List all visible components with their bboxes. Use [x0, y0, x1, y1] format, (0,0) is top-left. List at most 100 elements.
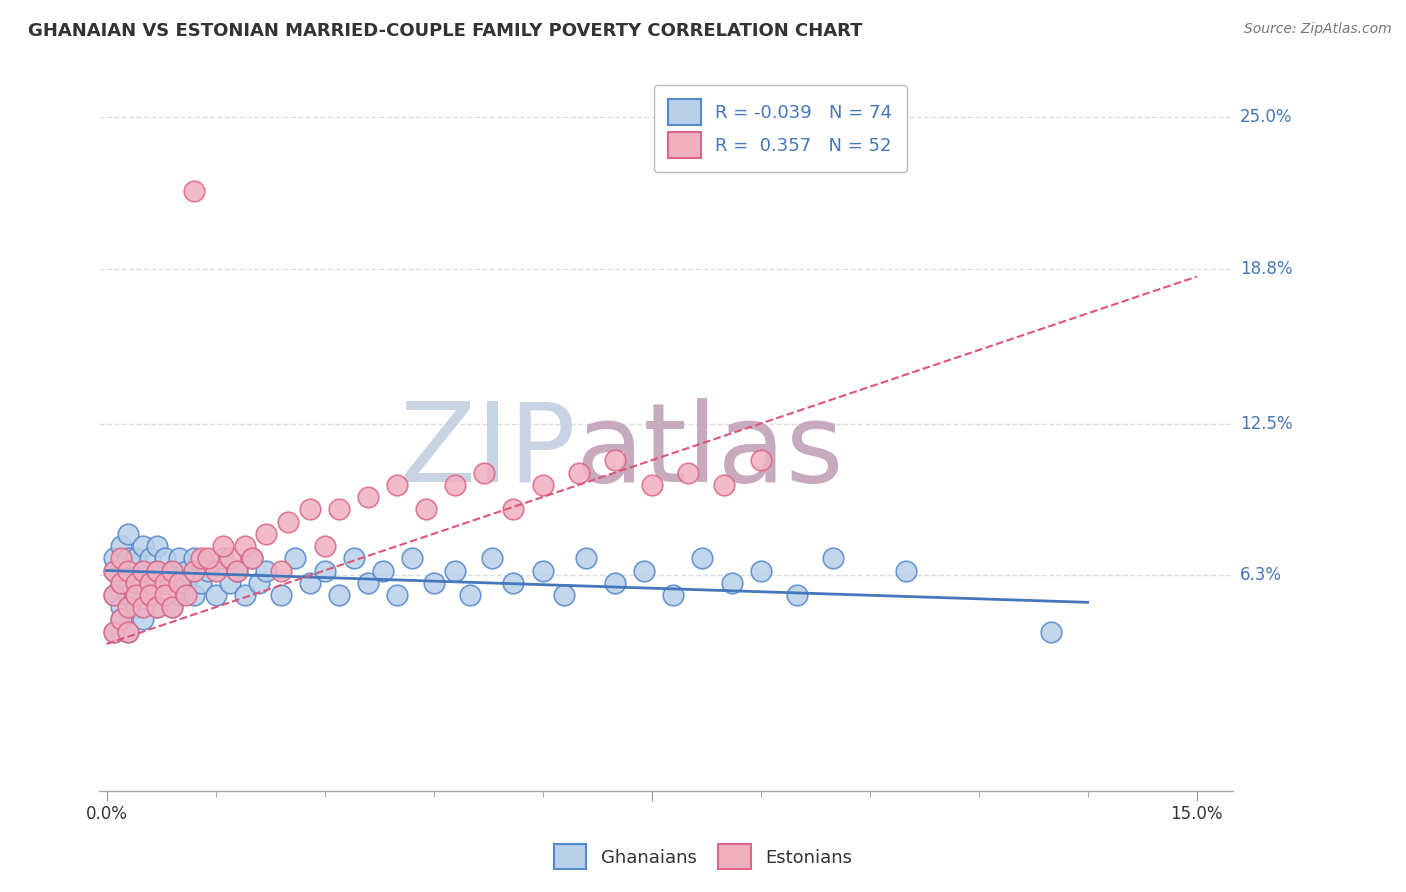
Point: [357, 575, 380, 590]
Point: [692, 551, 714, 566]
Point: [153, 575, 176, 590]
Point: [749, 564, 772, 578]
Point: [568, 466, 591, 480]
Point: [284, 551, 307, 566]
Point: [502, 502, 524, 516]
Text: GHANAIAN VS ESTONIAN MARRIED-COUPLE FAMILY POVERTY CORRELATION CHART: GHANAIAN VS ESTONIAN MARRIED-COUPLE FAMI…: [28, 22, 863, 40]
Point: [371, 564, 394, 578]
Point: [197, 564, 219, 578]
Point: [357, 490, 380, 504]
Point: [117, 526, 139, 541]
Point: [640, 478, 662, 492]
Point: [226, 564, 249, 578]
Point: [139, 588, 162, 602]
Point: [531, 564, 554, 578]
Point: [132, 564, 155, 578]
Point: [219, 575, 242, 590]
Point: [328, 588, 350, 602]
Point: [190, 551, 212, 566]
Point: [298, 502, 321, 516]
Point: [103, 588, 125, 602]
Point: [415, 502, 437, 516]
Point: [110, 600, 132, 615]
Point: [139, 588, 162, 602]
Point: [240, 551, 263, 566]
Point: [786, 588, 808, 602]
Point: [110, 575, 132, 590]
Point: [749, 453, 772, 467]
Point: [160, 564, 183, 578]
Point: [103, 624, 125, 639]
Point: [167, 575, 190, 590]
Point: [204, 588, 226, 602]
Point: [211, 551, 233, 566]
Point: [387, 478, 409, 492]
Point: [720, 575, 742, 590]
Point: [117, 564, 139, 578]
Point: [633, 564, 655, 578]
Point: [160, 564, 183, 578]
Point: [247, 575, 270, 590]
Point: [183, 551, 205, 566]
Point: [110, 612, 132, 626]
Point: [146, 600, 169, 615]
Point: [444, 564, 467, 578]
Point: [110, 539, 132, 553]
Point: [713, 478, 735, 492]
Point: [110, 551, 132, 566]
Point: [139, 551, 162, 566]
Point: [553, 588, 575, 602]
Point: [823, 551, 845, 566]
Point: [103, 564, 125, 578]
Point: [458, 588, 481, 602]
Point: [160, 600, 183, 615]
Point: [167, 551, 190, 566]
Point: [277, 515, 299, 529]
Point: [270, 588, 292, 602]
Point: [132, 564, 155, 578]
Point: [103, 624, 125, 639]
Point: [132, 612, 155, 626]
Point: [502, 575, 524, 590]
Point: [401, 551, 423, 566]
Point: [146, 564, 169, 578]
Legend: R = -0.039   N = 74, R =  0.357   N = 52: R = -0.039 N = 74, R = 0.357 N = 52: [654, 85, 907, 172]
Point: [103, 588, 125, 602]
Point: [219, 551, 242, 566]
Point: [1040, 624, 1063, 639]
Point: [139, 575, 162, 590]
Point: [605, 575, 627, 590]
Point: [160, 600, 183, 615]
Point: [117, 588, 139, 602]
Point: [183, 588, 205, 602]
Point: [298, 575, 321, 590]
Point: [204, 564, 226, 578]
Point: [124, 551, 146, 566]
Point: [176, 575, 198, 590]
Point: [132, 539, 155, 553]
Point: [328, 502, 350, 516]
Legend: Ghanaians, Estonians: Ghanaians, Estonians: [544, 835, 862, 879]
Point: [117, 624, 139, 639]
Point: [211, 539, 233, 553]
Point: [314, 539, 336, 553]
Point: [233, 588, 256, 602]
Point: [103, 564, 125, 578]
Text: 12.5%: 12.5%: [1240, 415, 1294, 433]
Point: [124, 588, 146, 602]
Point: [531, 478, 554, 492]
Point: [343, 551, 366, 566]
Point: [146, 539, 169, 553]
Point: [422, 575, 444, 590]
Point: [190, 575, 212, 590]
Point: [153, 551, 176, 566]
Text: 6.3%: 6.3%: [1240, 566, 1282, 584]
Point: [132, 600, 155, 615]
Point: [139, 575, 162, 590]
Point: [662, 588, 685, 602]
Point: [444, 478, 467, 492]
Point: [146, 564, 169, 578]
Point: [254, 564, 277, 578]
Point: [387, 588, 409, 602]
Point: [233, 539, 256, 553]
